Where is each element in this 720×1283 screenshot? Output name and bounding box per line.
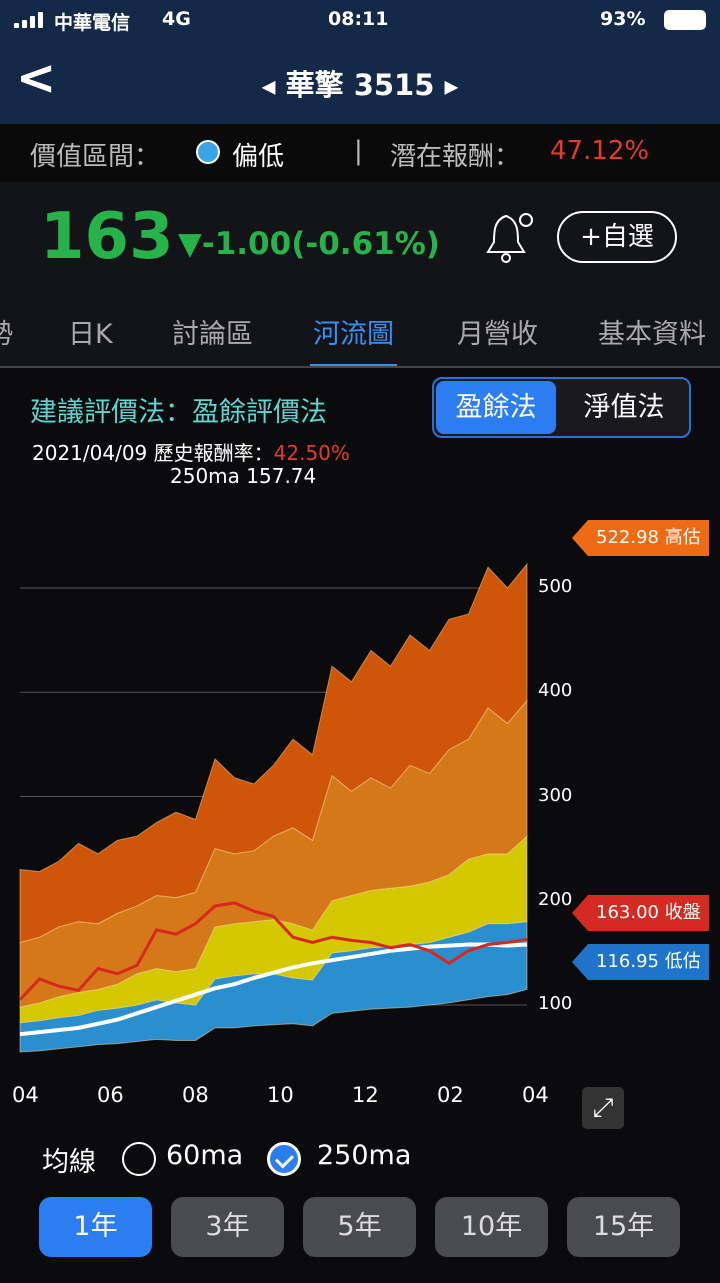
tab-bar: 勢 日K 討論區 河流圖 月營收 基本資料 xyxy=(0,292,720,368)
range-5y-button[interactable]: 5年 xyxy=(303,1197,416,1257)
tab-river-chart[interactable]: 河流圖 xyxy=(310,312,397,366)
date: 2021/04/09 xyxy=(32,441,148,465)
potential-value: 47.12% xyxy=(550,136,650,166)
status-bar: 中華電信 4G 08:11 93% xyxy=(0,0,720,40)
quote-bar: 163 ▼-1.00(-0.61%) +自選 xyxy=(0,182,720,292)
ma-value: 250ma 157.74 xyxy=(170,464,317,488)
valuation-bar: 價值區間： 偏低 | 潛在報酬： 47.12% xyxy=(0,124,720,182)
ma-label: 均線 xyxy=(42,1147,96,1178)
signal-icon xyxy=(14,12,46,28)
y-tick-label: 500 xyxy=(538,576,573,597)
x-tick-label: 08 xyxy=(182,1083,209,1107)
option-250ma[interactable]: 250ma xyxy=(317,1140,412,1171)
x-tick-label: 04 xyxy=(12,1083,39,1107)
tab-trend[interactable]: 勢 xyxy=(0,312,13,351)
prev-stock-icon[interactable]: ◀ xyxy=(261,76,276,98)
method-toggle: 盈餘法 淨值法 xyxy=(432,377,691,438)
back-button[interactable]: < xyxy=(16,50,57,106)
river-chart[interactable] xyxy=(0,500,720,1080)
valuation-method: 建議評價法：盈餘評價法 xyxy=(30,397,327,428)
ma250-line xyxy=(19,942,528,1037)
carrier: 中華電信 xyxy=(54,12,131,34)
valuation-label: 價值區間： xyxy=(30,142,161,172)
radio-60ma[interactable] xyxy=(122,1142,156,1176)
range-10y-button[interactable]: 10年 xyxy=(435,1197,548,1257)
tab-discussion[interactable]: 討論區 xyxy=(172,319,253,350)
potential-label: 潛在報酬： xyxy=(390,142,521,172)
battery-icon xyxy=(664,10,706,30)
value-tag: 522.98 高估 xyxy=(572,520,709,556)
range-1y-button[interactable]: 1年 xyxy=(39,1197,152,1257)
nav-bar: < ◀ 華擎 3515 ▶ xyxy=(0,40,720,124)
price: 163 xyxy=(40,200,174,274)
x-tick-label: 06 xyxy=(97,1083,124,1107)
stock-title: ◀ 華擎 3515 ▶ xyxy=(0,62,720,104)
clock: 08:11 xyxy=(328,8,389,30)
x-tick-label: 10 xyxy=(267,1083,294,1107)
status-dot-icon xyxy=(196,140,220,164)
y-tick-label: 200 xyxy=(538,888,573,910)
price-change: ▼-1.00(-0.61%) xyxy=(178,226,440,262)
battery-percent: 93% xyxy=(600,8,646,30)
hist-value: 42.50% xyxy=(273,441,350,465)
divider: | xyxy=(354,136,363,166)
x-tick-label: 12 xyxy=(352,1083,379,1107)
y-tick-label: 100 xyxy=(538,993,573,1014)
tab-daily-k[interactable]: 日K xyxy=(68,319,113,350)
next-stock-icon[interactable]: ▶ xyxy=(444,76,459,98)
range-3y-button[interactable]: 3年 xyxy=(171,1197,284,1257)
network: 4G xyxy=(162,8,191,30)
band-expensive xyxy=(19,562,528,944)
add-watchlist-button[interactable]: +自選 xyxy=(557,211,677,263)
expand-icon[interactable]: ⤢ xyxy=(582,1087,624,1129)
eps-method-button[interactable]: 盈餘法 xyxy=(436,381,556,434)
radio-250ma-checked[interactable] xyxy=(267,1142,301,1176)
y-tick-label: 400 xyxy=(538,680,573,702)
option-60ma[interactable]: 60ma xyxy=(166,1140,244,1171)
value-tag: 116.95 低估 xyxy=(572,944,709,980)
tab-basic-info[interactable]: 基本資料 xyxy=(598,319,706,350)
tab-monthly-revenue[interactable]: 月營收 xyxy=(457,319,538,350)
price-line xyxy=(18,901,528,1001)
hist-label: 歷史報酬率： xyxy=(153,441,274,465)
stock-name: 華擎 3515 xyxy=(285,68,435,102)
x-tick-label: 04 xyxy=(522,1083,549,1107)
x-tick-label: 02 xyxy=(437,1083,464,1107)
valuation-status: 偏低 xyxy=(232,142,285,172)
bvps-method-button[interactable]: 淨值法 xyxy=(583,392,665,423)
y-tick-label: 300 xyxy=(538,784,573,806)
alert-settings-icon[interactable] xyxy=(482,208,542,268)
range-15y-button[interactable]: 15年 xyxy=(567,1197,680,1257)
history-return: 2021/04/09 歷史報酬率：42.50% xyxy=(32,437,350,466)
value-tag: 163.00 收盤 xyxy=(572,895,709,931)
